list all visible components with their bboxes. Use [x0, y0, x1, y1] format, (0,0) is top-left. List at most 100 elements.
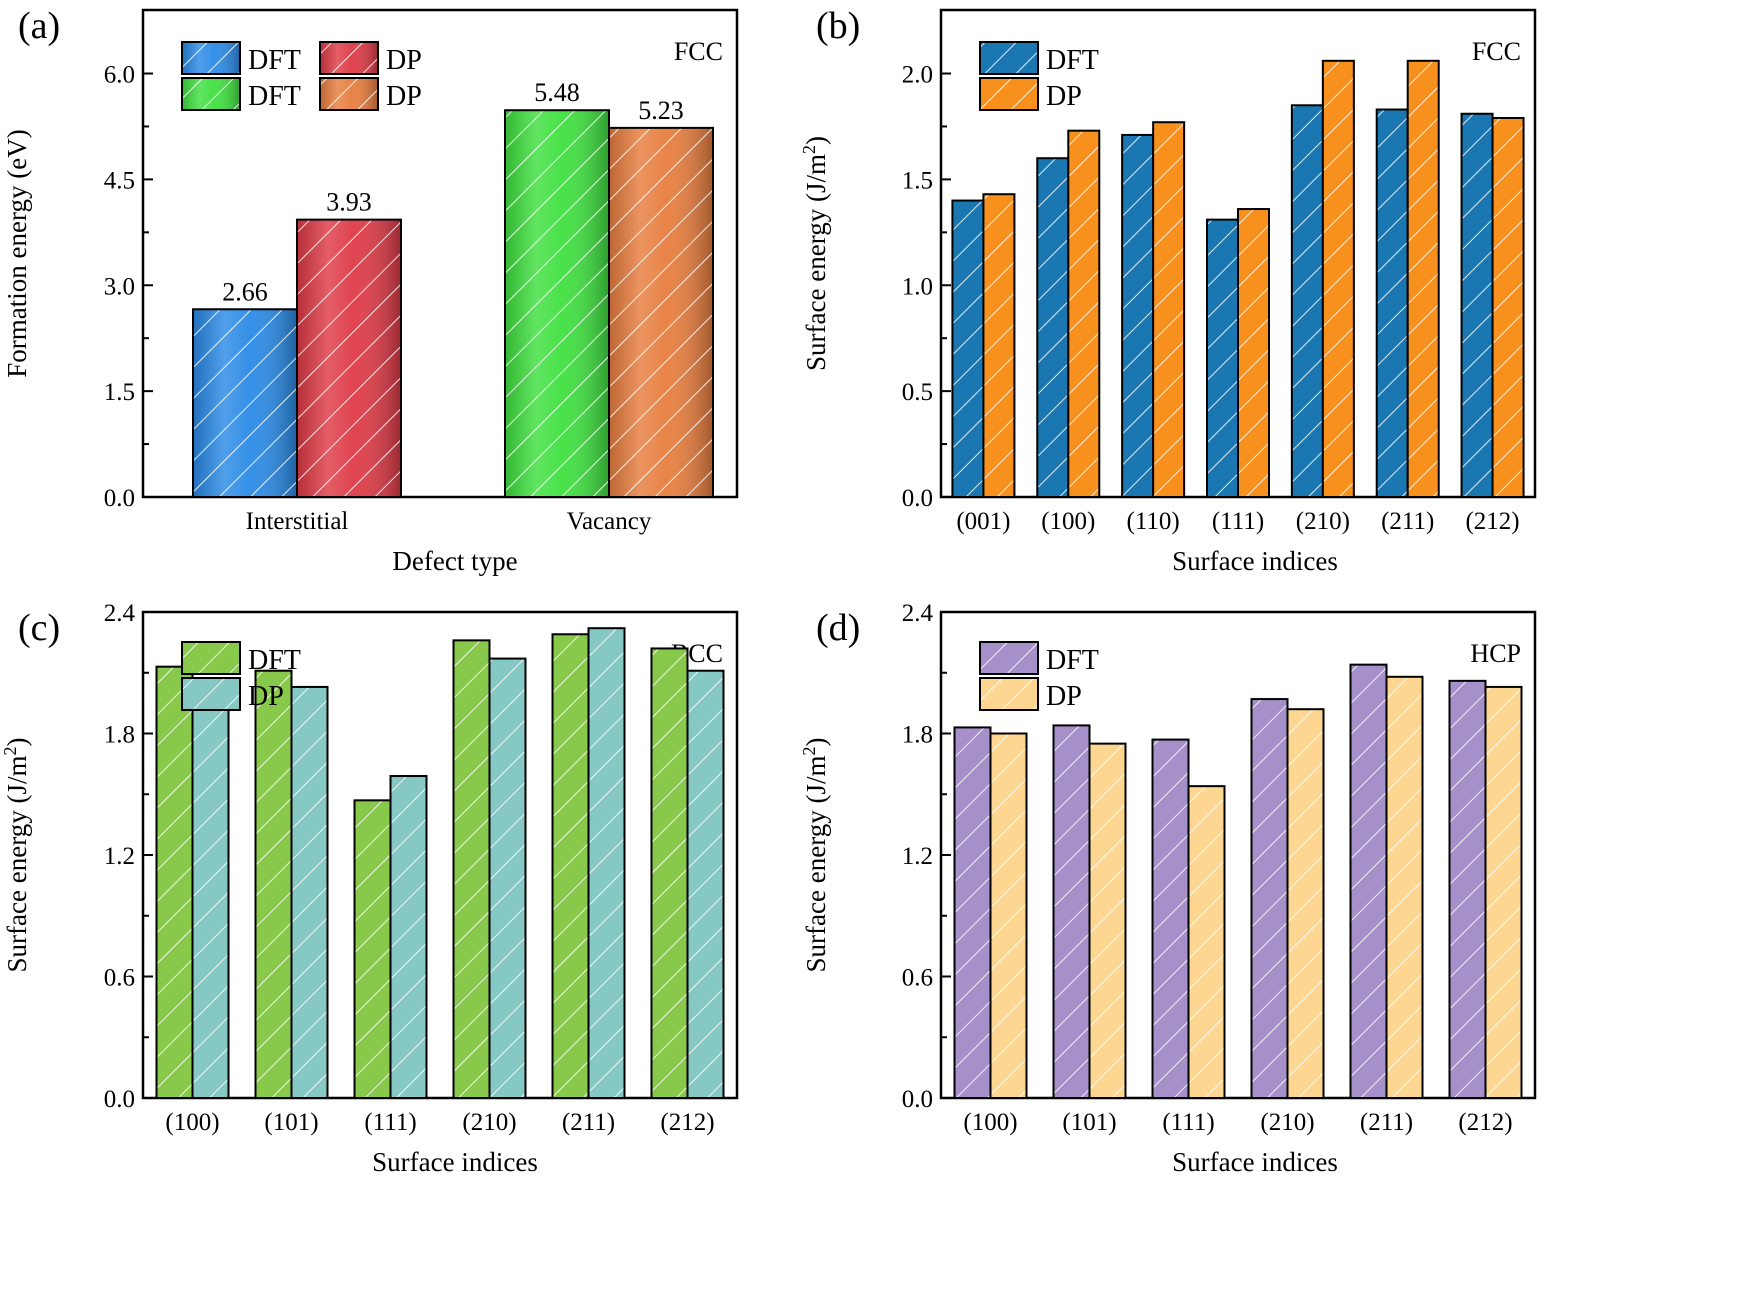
y-tick-label: 1.0 [902, 273, 933, 300]
bar-dp [587, 627, 626, 1099]
bar-dft [1290, 104, 1324, 498]
bar-dp [1237, 208, 1270, 498]
legend-label: DFT [1046, 45, 1099, 76]
bars [155, 627, 725, 1100]
bar-dft [1460, 112, 1494, 499]
bar-dft [504, 109, 610, 499]
x-tick-label: (211) [1381, 508, 1434, 535]
panel-a: 0.0 1.5 3.0 4.5 6.0 Formation energy (eV) Defe… [2, 5, 739, 576]
legend-label: DFT [248, 45, 301, 76]
bar-dp [488, 657, 527, 1099]
bar-dft [1349, 663, 1388, 1100]
y-tick-label: 1.5 [104, 379, 135, 406]
panel-letter: (d) [816, 607, 860, 649]
y-tick-label: 0.0 [902, 1086, 933, 1113]
bar-dft [452, 639, 491, 1099]
bar-dft [1250, 698, 1289, 1099]
x-axis-title: Defect type [392, 546, 517, 576]
bar-dp [1088, 742, 1127, 1099]
x-axis: (100) (101) (111) (210) (211) (212) [963, 1088, 1513, 1136]
y-tick-label: 4.5 [104, 167, 135, 194]
y-tick-label: 0.6 [104, 965, 135, 992]
y-tick-label: 2.4 [104, 600, 136, 627]
legend-label: DP [1046, 81, 1082, 112]
bar-dft [1151, 738, 1190, 1099]
legend-label: DFT [1046, 645, 1099, 676]
bar-dft [953, 726, 992, 1099]
y-tick-label: 1.8 [104, 722, 135, 749]
legend-swatch [979, 677, 1039, 711]
y-tick-label: 3.0 [104, 273, 135, 300]
bar-dft [1448, 679, 1487, 1099]
bar-dp [1406, 59, 1440, 499]
data-label: 2.66 [222, 277, 268, 306]
bar-dp [1187, 785, 1226, 1100]
y-axis: 0.0 1.5 3.0 4.5 6.0 [104, 62, 153, 512]
legend-swatch [181, 641, 241, 675]
legend-swatch [181, 41, 241, 75]
bar-dp [1152, 121, 1186, 498]
bars [951, 59, 1525, 499]
y-axis-title: Surface energy (J/m2) [799, 738, 831, 973]
panel-c: 0.0 0.6 1.2 1.8 2.4 Surface energy (J/m2) Surf… [0, 600, 739, 1177]
x-axis-title: Surface indices [1172, 546, 1338, 576]
legend: DFT DP DFT DP [181, 41, 422, 112]
legend-swatch [319, 77, 379, 111]
x-tick-label: Vacancy [567, 508, 652, 535]
y-tick-label: 1.8 [902, 722, 933, 749]
legend-swatch [181, 677, 241, 711]
y-axis: 0.0 0.6 1.2 1.8 2.4 [104, 600, 153, 1113]
x-tick-label: (111) [1162, 1109, 1214, 1136]
bar-dft [1121, 133, 1155, 498]
legend: DFT DP [181, 641, 301, 712]
phase-label: FCC [674, 37, 723, 66]
y-axis-title: Surface energy (J/m2) [0, 738, 32, 973]
x-tick-label: (212) [660, 1109, 714, 1136]
y-tick-label: 1.2 [902, 843, 933, 870]
x-tick-label: Interstitial [246, 508, 349, 535]
x-tick-label: (111) [364, 1109, 416, 1136]
y-tick-label: 0.0 [104, 1086, 135, 1113]
phase-label: FCC [1472, 37, 1521, 66]
bar-dp [608, 126, 714, 499]
plot-frame [141, 8, 739, 499]
bar-dp [1286, 708, 1325, 1099]
bar-dp [982, 193, 1016, 498]
bar-dp [1491, 116, 1525, 498]
panel-letter: (c) [18, 607, 60, 649]
x-tick-label: (100) [165, 1109, 219, 1136]
data-label: 5.23 [638, 96, 684, 125]
x-tick-label: (210) [1296, 508, 1350, 535]
legend-label: DP [386, 45, 422, 76]
bar-dft [254, 669, 293, 1099]
legend-label: DP [386, 81, 422, 112]
bar-dp [1067, 129, 1101, 498]
x-tick-label: (212) [1458, 1109, 1512, 1136]
x-tick-label: (211) [562, 1109, 615, 1136]
x-axis-title: Surface indices [372, 1147, 538, 1177]
bar-dp [389, 775, 428, 1100]
y-tick-label: 0.5 [902, 379, 933, 406]
x-tick-label: (110) [1127, 508, 1180, 535]
data-label: 5.48 [534, 78, 580, 107]
x-tick-label: (211) [1360, 1109, 1413, 1136]
y-axis-title: Formation energy (eV) [2, 129, 32, 377]
bar-dft [951, 199, 985, 498]
x-axis: (001) (100) (110) (111) (210) (211) (212) [956, 487, 1520, 535]
x-tick-label: (111) [1212, 508, 1264, 535]
y-axis: 0.0 0.6 1.2 1.8 2.4 [902, 600, 951, 1113]
x-tick-label: (212) [1465, 508, 1519, 535]
y-tick-label: 2.0 [902, 62, 933, 89]
x-tick-label: (101) [1062, 1109, 1116, 1136]
bar-dp [1484, 685, 1523, 1099]
y-axis-title: Surface energy (J/m2) [799, 136, 831, 371]
y-tick-label: 1.5 [902, 167, 933, 194]
phase-label: HCP [1470, 639, 1521, 668]
x-tick-label: (100) [963, 1109, 1017, 1136]
y-tick-label: 6.0 [104, 62, 135, 89]
y-tick-label: 0.6 [902, 965, 933, 992]
data-label: 3.93 [326, 188, 372, 217]
bars: 2.66 3.93 5.48 5.23 [192, 78, 714, 499]
x-axis-title: Surface indices [1172, 1147, 1338, 1177]
